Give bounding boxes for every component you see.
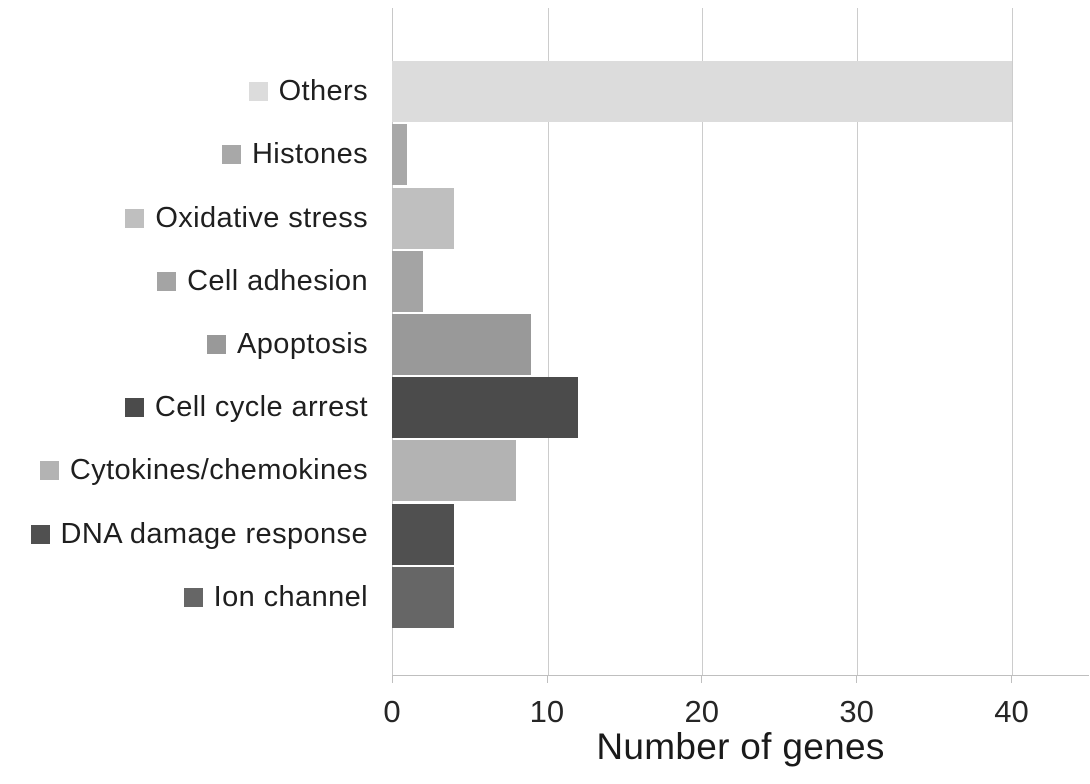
bar xyxy=(392,377,578,439)
chart-row: Histones xyxy=(0,123,1089,186)
category-label-cell: Cell cycle arrest xyxy=(0,391,368,424)
gridline-x-20 xyxy=(702,8,704,675)
x-tick-label: 20 xyxy=(684,694,719,729)
x-axis-tick-labels: 0 10 20 30 40 xyxy=(383,694,1089,730)
category-label: Cell adhesion xyxy=(187,264,368,297)
category-label-cell: DNA damage response xyxy=(0,518,368,551)
legend-swatch xyxy=(30,524,50,544)
chart-row: Cytokines/chemokines xyxy=(0,439,1089,502)
category-label: Cytokines/chemokines xyxy=(69,454,368,487)
chart-row: Cell cycle arrest xyxy=(0,376,1089,439)
category-label: Apoptosis xyxy=(237,327,368,360)
category-label: Histones xyxy=(251,138,368,171)
x-tick-label: 40 xyxy=(994,694,1029,729)
tick-mark-x-10 xyxy=(546,675,548,683)
bar xyxy=(392,124,408,186)
chart-row: Others xyxy=(0,60,1089,123)
legend-swatch xyxy=(124,398,144,418)
bar-track xyxy=(392,123,1089,186)
bar xyxy=(392,566,454,628)
legend-swatch xyxy=(157,271,177,291)
x-tick-label: 10 xyxy=(529,694,565,729)
bar-track xyxy=(392,250,1089,313)
bar xyxy=(392,503,454,565)
legend-swatch xyxy=(248,82,268,102)
chart-row: Oxidative stress xyxy=(0,186,1089,249)
category-label: Cell cycle arrest xyxy=(154,391,368,424)
category-label-cell: Cell adhesion xyxy=(0,265,368,298)
chart-row: Apoptosis xyxy=(0,313,1089,376)
bar-track xyxy=(392,503,1089,566)
chart-row: DNA damage response xyxy=(0,503,1089,566)
chart-row: Ion channel xyxy=(0,566,1089,629)
gridline-x-30 xyxy=(857,8,858,675)
category-label: Others xyxy=(278,75,368,108)
gridline-x-10 xyxy=(547,8,549,675)
x-axis-title: Number of genes xyxy=(596,726,885,767)
tick-mark-x-40 xyxy=(1010,675,1012,683)
bar xyxy=(392,61,1012,123)
category-label-cell: Apoptosis xyxy=(0,328,368,361)
bar xyxy=(392,313,532,375)
x-tick-label: 30 xyxy=(839,694,874,729)
category-label: Ion channel xyxy=(213,580,368,613)
category-label-cell: Ion channel xyxy=(0,581,368,614)
category-label-cell: Cytokines/chemokines xyxy=(0,454,368,487)
legend-swatch xyxy=(207,334,227,354)
legend-swatch xyxy=(221,145,241,165)
category-label-cell: Others xyxy=(0,75,368,108)
tick-mark-x-0 xyxy=(392,675,393,683)
x-tick-label: 0 xyxy=(383,694,401,729)
bar-track xyxy=(392,376,1089,439)
bar-track xyxy=(392,566,1089,629)
gridline-x-40 xyxy=(1011,8,1013,675)
category-label: DNA damage response xyxy=(60,517,368,550)
legend-swatch xyxy=(183,587,203,607)
category-label: Oxidative stress xyxy=(155,201,368,234)
bar-track xyxy=(392,186,1089,249)
bar-track xyxy=(392,439,1089,502)
legend-swatch xyxy=(125,208,145,228)
bar xyxy=(392,440,516,502)
tick-mark-x-30 xyxy=(855,675,857,683)
legend-swatch xyxy=(39,461,59,481)
bar-track xyxy=(392,313,1089,376)
bar-track xyxy=(392,60,1089,123)
bar xyxy=(392,250,423,312)
category-label-cell: Histones xyxy=(0,138,368,171)
category-label-cell: Oxidative stress xyxy=(0,202,368,235)
bar xyxy=(392,187,454,249)
bar-rows: Others Histones Oxidative stress Cell adhes… xyxy=(0,60,1089,629)
chart-row: Cell adhesion xyxy=(0,250,1089,313)
tick-mark-x-20 xyxy=(701,675,703,683)
